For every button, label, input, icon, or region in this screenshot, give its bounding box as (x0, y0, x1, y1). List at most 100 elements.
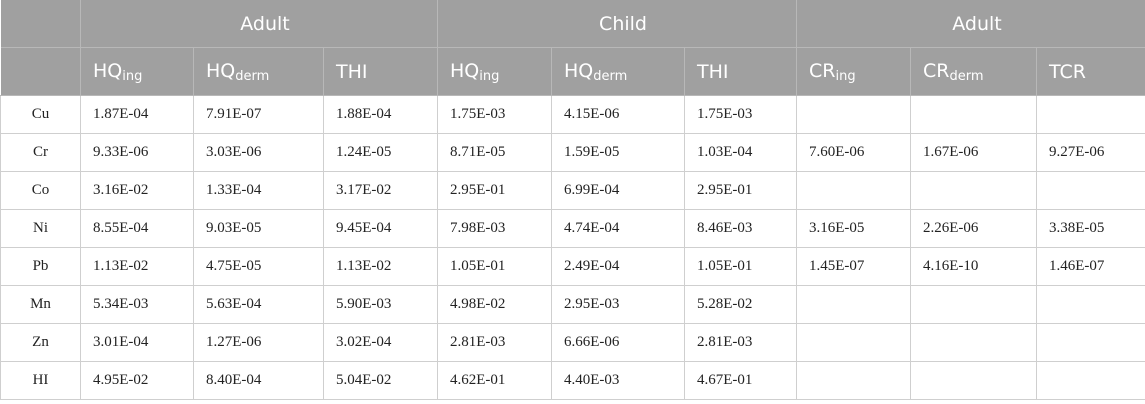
empty-cell (796, 361, 912, 400)
value-cell: 8.40E-04 (193, 361, 324, 400)
column-base: HQ (564, 59, 594, 82)
column-base: CR (809, 59, 836, 82)
value-cell: 4.67E-01 (684, 361, 798, 400)
column-base: THI (336, 60, 368, 83)
value-cell: 9.03E-05 (193, 209, 324, 248)
empty-cell (1036, 361, 1145, 400)
row-label: Pb (0, 247, 81, 286)
value-cell: 3.38E-05 (1036, 209, 1145, 248)
value-cell: 1.45E-07 (796, 247, 912, 286)
value-cell: 3.16E-05 (796, 209, 912, 248)
column-subscript: ing (835, 68, 856, 84)
empty-cell (796, 285, 912, 324)
value-cell: 4.40E-03 (551, 361, 686, 400)
value-cell: 1.67E-06 (910, 133, 1038, 172)
value-cell: 1.03E-04 (684, 133, 798, 172)
value-cell: 4.98E-02 (437, 285, 553, 324)
value-cell: 1.87E-04 (80, 95, 194, 134)
value-cell: 9.33E-06 (80, 133, 194, 172)
empty-cell (910, 95, 1038, 134)
value-cell: 1.88E-04 (322, 95, 439, 134)
column-subscript: ing (122, 68, 143, 84)
value-cell: 4.62E-01 (437, 361, 553, 400)
row-label: Ni (0, 209, 81, 248)
column-header: HQing (80, 47, 194, 96)
value-cell: 7.91E-07 (193, 95, 324, 134)
value-cell: 8.46E-03 (684, 209, 798, 248)
value-cell: 4.74E-04 (551, 209, 686, 248)
value-cell: 9.27E-06 (1036, 133, 1145, 172)
column-header: HQderm (193, 47, 324, 96)
group-header: Adult (796, 0, 1145, 48)
empty-cell (796, 95, 912, 134)
value-cell: 3.01E-04 (80, 323, 194, 362)
value-cell: 1.75E-03 (437, 95, 553, 134)
value-cell: 1.13E-02 (322, 247, 439, 286)
value-cell: 3.17E-02 (322, 171, 439, 210)
data-row: Pb 1.13E-02 4.75E-05 1.13E-02 1.05E-01 2.49E-… (0, 247, 1145, 286)
value-cell: 8.55E-04 (80, 209, 194, 248)
value-cell: 2.95E-01 (437, 171, 553, 210)
column-header: HQing (437, 47, 553, 96)
column-base: THI (697, 60, 729, 83)
column-header: THI (323, 47, 439, 96)
value-cell: 5.34E-03 (80, 285, 194, 324)
empty-cell (910, 323, 1038, 362)
value-cell: 1.59E-05 (551, 133, 686, 172)
empty-cell (1036, 171, 1145, 210)
empty-cell (796, 171, 912, 210)
value-cell: 7.60E-06 (796, 133, 912, 172)
data-row: Cu 1.87E-04 7.91E-07 1.88E-04 1.75E-03 4.15E-… (0, 95, 1145, 134)
empty-cell (1036, 95, 1145, 134)
value-cell: 4.16E-10 (910, 247, 1038, 286)
empty-cell (910, 171, 1038, 210)
value-cell: 5.28E-02 (684, 285, 798, 324)
group-header: Child (437, 0, 798, 48)
empty-cell (1036, 323, 1145, 362)
column-base: TCR (1049, 60, 1086, 83)
data-row: Zn 3.01E-04 1.27E-06 3.02E-04 2.81E-03 6.66E-… (0, 323, 1145, 362)
column-base: CR (923, 59, 950, 82)
group-header: Adult (80, 0, 439, 48)
value-cell: 1.24E-05 (322, 133, 439, 172)
column-subscript: ing (479, 68, 500, 84)
column-subscript: derm (235, 68, 270, 84)
column-subscript: derm (949, 68, 984, 84)
value-cell: 6.66E-06 (551, 323, 686, 362)
column-base: HQ (450, 59, 480, 82)
row-label: Cu (0, 95, 81, 134)
row-label: Cr (0, 133, 81, 172)
data-row: Cr 9.33E-06 3.03E-06 1.24E-05 8.71E-05 1.59E-… (0, 133, 1145, 172)
row-label: HI (0, 361, 81, 400)
column-base: HQ (206, 59, 236, 82)
value-cell: 5.63E-04 (193, 285, 324, 324)
column-header: THI (684, 47, 798, 96)
column-header: CRing (796, 47, 912, 96)
header-row: Adult Child Adult (0, 0, 1145, 48)
row-label: Mn (0, 285, 81, 324)
value-cell: 5.90E-03 (322, 285, 439, 324)
empty-cell (910, 361, 1038, 400)
value-cell: 1.33E-04 (193, 171, 324, 210)
value-cell: 3.02E-04 (322, 323, 439, 362)
value-cell: 9.45E-04 (322, 209, 439, 248)
value-cell: 2.26E-06 (910, 209, 1038, 248)
value-cell: 6.99E-04 (551, 171, 686, 210)
value-cell: 2.95E-03 (551, 285, 686, 324)
value-cell: 1.46E-07 (1036, 247, 1145, 286)
value-cell: 4.75E-05 (193, 247, 324, 286)
value-cell: 1.27E-06 (193, 323, 324, 362)
column-header: HQderm (551, 47, 686, 96)
data-row: Ni 8.55E-04 9.03E-05 9.45E-04 7.98E-03 4.74E-… (0, 209, 1145, 248)
corner-cell (0, 47, 81, 96)
value-cell: 2.81E-03 (437, 323, 553, 362)
corner-cell (0, 0, 81, 48)
data-row: Mn 5.34E-03 5.63E-04 5.90E-03 4.98E-02 2.95E-… (0, 285, 1145, 324)
column-header: TCR (1036, 47, 1145, 96)
column-subscript: derm (593, 68, 628, 84)
value-cell: 8.71E-05 (437, 133, 553, 172)
value-cell: 2.49E-04 (551, 247, 686, 286)
value-cell: 2.95E-01 (684, 171, 798, 210)
